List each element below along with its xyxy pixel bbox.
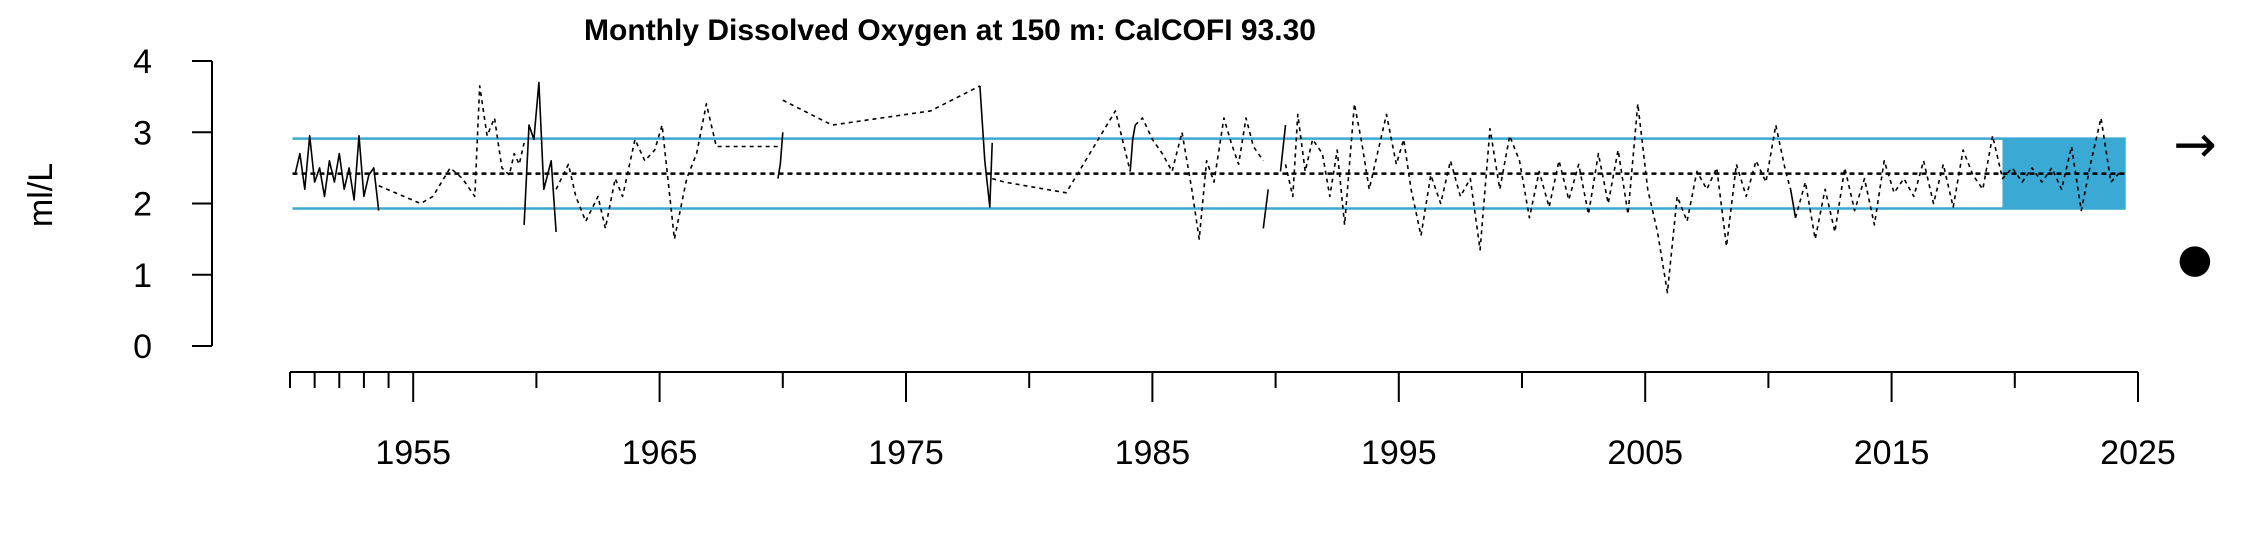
series-solid-segment-0 — [294, 135, 380, 211]
y-tick-label: 0 — [133, 328, 152, 366]
y-tick-label: 1 — [133, 257, 152, 295]
series-solid-segment-2 — [777, 132, 784, 179]
x-tick-label: 1985 — [1115, 434, 1191, 472]
series-solid-segment-1 — [523, 81, 557, 233]
series-solid-segment-7 — [1789, 189, 1797, 218]
x-tick-label: 2005 — [1607, 434, 1683, 472]
x-tick-label: 1995 — [1361, 434, 1437, 472]
mean-dot-icon: ● — [2178, 236, 2213, 282]
series-dashed-segment-0 — [378, 85, 525, 205]
trend-arrow-icon: → — [2173, 115, 2217, 175]
chart-title: Monthly Dissolved Oxygen at 150 m: CalCO… — [584, 14, 1316, 47]
x-tick-label: 2025 — [2100, 434, 2176, 472]
series-dashed-segment-4 — [1134, 117, 1264, 240]
x-tick-label: 1955 — [375, 434, 451, 472]
series-dashed-segment-1 — [555, 103, 778, 240]
series-dashed-segment-3 — [991, 110, 1131, 194]
series-dashed-segment-2 — [782, 85, 981, 126]
x-tick-label: 2015 — [1854, 434, 1930, 472]
series-solid-segment-4 — [1129, 124, 1136, 172]
y-tick-label: 4 — [133, 43, 152, 81]
x-tick-label: 1965 — [622, 434, 698, 472]
series-dashed-segment-5 — [1284, 103, 1792, 294]
y-tick-label: 3 — [133, 114, 152, 152]
x-tick-label: 1975 — [868, 434, 944, 472]
y-axis-label: ml/L — [22, 163, 60, 227]
series-dashed-segment-6 — [1794, 117, 2122, 240]
series-solid-segment-5 — [1262, 189, 1269, 229]
series-solid-segment-3 — [979, 85, 993, 208]
y-tick-label: 2 — [133, 186, 152, 224]
series-solid-segment-6 — [1279, 125, 1287, 172]
